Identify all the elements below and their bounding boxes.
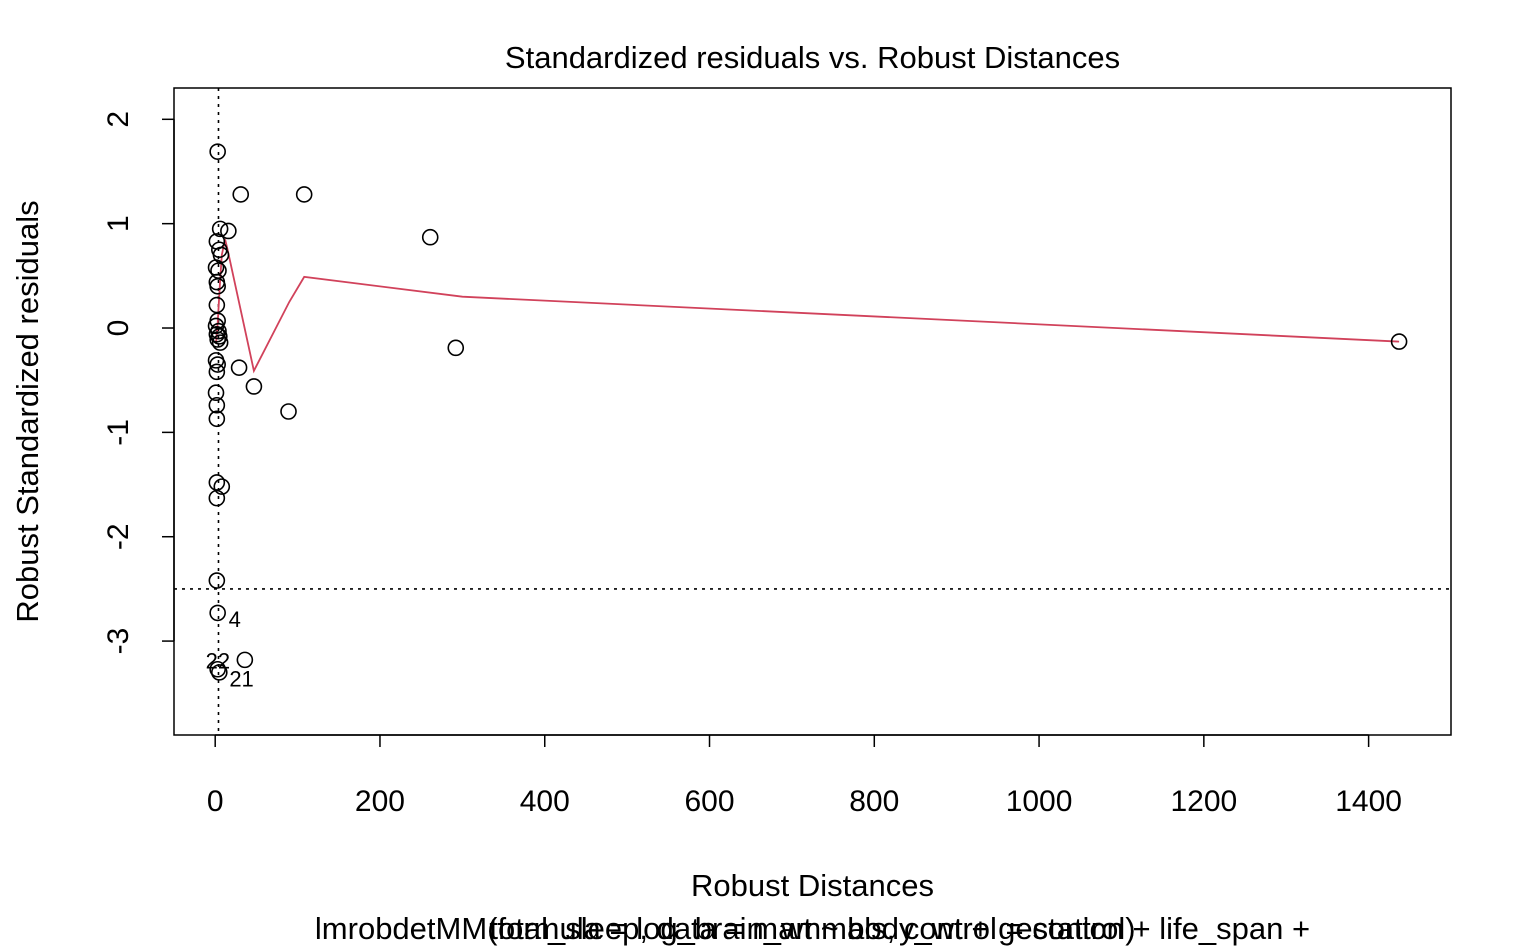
data-point <box>208 325 226 343</box>
x-tick-label: 200 <box>355 785 405 818</box>
x-tick-label: 1200 <box>1170 785 1237 818</box>
data-point <box>208 296 226 314</box>
data-point <box>209 660 226 678</box>
data-point <box>208 474 226 491</box>
data-point <box>211 220 229 238</box>
smoother-layer <box>215 239 1400 374</box>
data-point <box>209 277 226 295</box>
data-point <box>280 403 297 420</box>
data-point <box>211 334 229 351</box>
data-point <box>1390 333 1408 350</box>
subtitle-line-1: lmrobdetMM(formula = log_brain_wt ~ body… <box>315 911 1310 946</box>
point-label: 21 <box>229 666 253 691</box>
data-point <box>245 378 263 395</box>
chart-title: Standardized residuals vs. Robust Distan… <box>505 40 1120 75</box>
y-axis-label: Robust Standardized residuals <box>10 200 45 622</box>
data-point <box>295 186 313 203</box>
x-tick-label: 800 <box>849 785 899 818</box>
data-point <box>208 572 226 589</box>
data-point <box>421 228 439 246</box>
data-point <box>209 604 226 622</box>
x-tick-label: 400 <box>520 785 570 818</box>
y-tick-label: -2 <box>102 523 135 550</box>
data-point <box>230 359 248 376</box>
y-tick-label: 2 <box>102 111 135 128</box>
data-point <box>220 222 237 240</box>
data-point <box>232 186 250 203</box>
data-point <box>211 664 228 681</box>
x-tick-label: 0 <box>207 785 224 818</box>
data-point <box>207 384 225 402</box>
data-point <box>209 331 226 348</box>
x-axis-label: Robust Distances <box>691 868 934 903</box>
data-point <box>213 478 231 495</box>
smoother-line <box>215 239 1400 374</box>
data-point <box>447 339 465 357</box>
x-tick-label: 1400 <box>1335 785 1402 818</box>
x-tick-label: 600 <box>684 785 734 818</box>
data-point <box>209 356 226 373</box>
data-point <box>208 410 226 428</box>
y-tick-label: -3 <box>102 628 135 655</box>
data-point <box>210 322 227 340</box>
x-tick-label: 1000 <box>1006 785 1073 818</box>
axes: 0 200 400 600 800 1000 1200 1400 -3 -2 -1 0 1 2 <box>102 87 1452 818</box>
data-point <box>209 143 226 160</box>
data-point <box>208 396 226 414</box>
y-tick-label: 0 <box>102 320 135 337</box>
data-point <box>208 489 226 507</box>
data-point <box>208 363 226 381</box>
data-point <box>211 328 228 345</box>
subtitle-line-2: total_sleep, data = mammals, control = c… <box>489 911 1135 946</box>
y-tick-label: 1 <box>102 215 135 232</box>
reference-lines <box>174 88 1451 735</box>
data-point <box>236 651 254 669</box>
y-tick-label: -1 <box>102 419 135 446</box>
point-label: 4 <box>229 607 241 632</box>
plot-frame <box>173 87 1452 736</box>
